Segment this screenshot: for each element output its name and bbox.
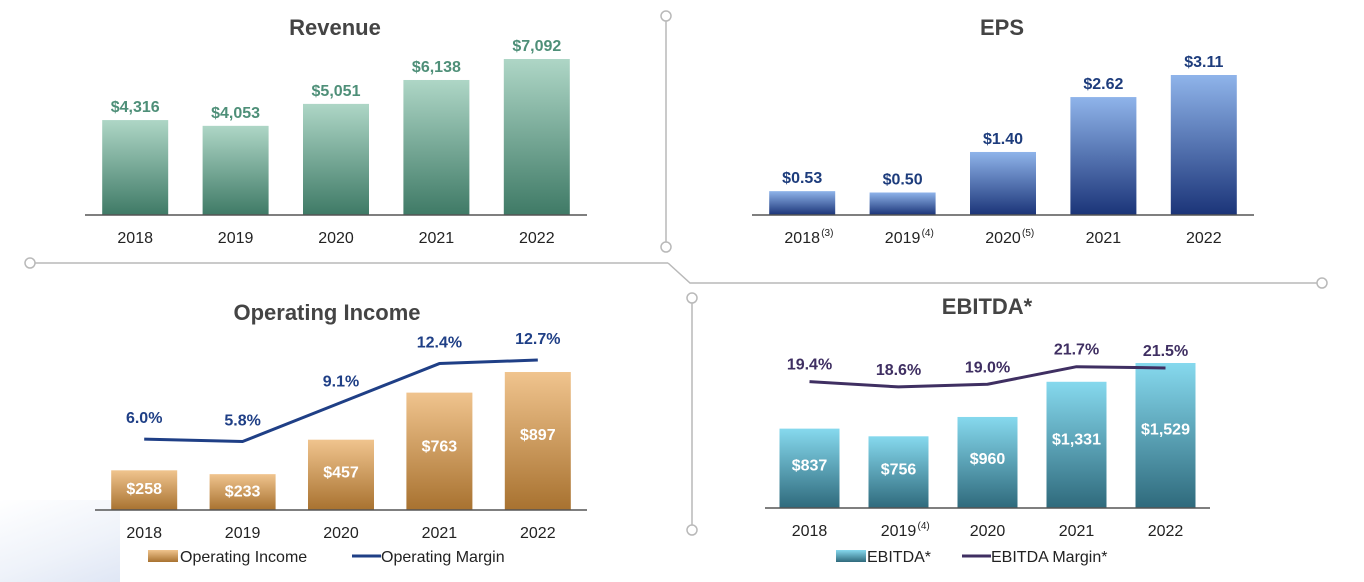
- eps-bar: [970, 151, 1036, 215]
- operating-income-bar: [406, 392, 473, 510]
- ebitda-bar-label: $1,331: [1052, 432, 1101, 449]
- revenue-bar: [202, 125, 269, 215]
- ebitda-chart-title: EBITDA*: [942, 294, 1033, 319]
- ebitda-category-label: 2022: [1148, 523, 1184, 540]
- operating-margin-line: [144, 358, 538, 443]
- revenue-chart-title: Revenue: [289, 15, 381, 40]
- ebitda-bar-label: $756: [881, 462, 917, 479]
- operating-income-bar: [504, 372, 571, 510]
- eps-category-label: 2022: [1186, 230, 1222, 247]
- ebitda-margin-point-label: 18.6%: [876, 362, 921, 379]
- revenue-bar: [403, 79, 470, 215]
- eps-bar: [1070, 97, 1137, 215]
- operating-income-bar: [209, 474, 276, 510]
- legend-swatch-operating-income: [148, 550, 178, 562]
- ebitda-category-label: 2020: [970, 523, 1006, 540]
- operating-income-category-label: 2020: [323, 525, 359, 542]
- revenue-bar-label: $6,138: [412, 59, 461, 76]
- revenue-category-label: 2018: [117, 230, 153, 247]
- revenue-bar-label: $5,051: [312, 83, 361, 100]
- ebitda-margin-point-label: 19.4%: [787, 357, 832, 374]
- operating-margin-point-label: 12.4%: [417, 335, 462, 352]
- ebitda-footnote-marker: (4): [918, 521, 930, 532]
- operating-income-bar: [111, 470, 178, 510]
- ebitda-bar: [1046, 381, 1107, 508]
- eps-bar: [869, 192, 936, 215]
- revenue-bar-label: $4,053: [211, 105, 260, 122]
- operating-income-bar-label: $457: [323, 464, 359, 481]
- operating-income-bar-label: $897: [520, 427, 556, 444]
- legend-label-ebitda: EBITDA*: [867, 549, 931, 566]
- revenue-bar: [503, 59, 570, 215]
- operating-income-legend: Operating Income Operating Margin: [148, 549, 505, 566]
- ebitda-bar-label: $837: [792, 457, 828, 474]
- eps-footnote-marker: (4): [922, 228, 934, 239]
- ebitda-margin-point-label: 21.7%: [1054, 342, 1099, 359]
- eps-bar-label: $0.53: [782, 170, 822, 187]
- eps-category-label: 2020: [985, 230, 1021, 247]
- revenue-bar: [303, 103, 369, 215]
- eps-chart-title: EPS: [980, 15, 1024, 40]
- background-accent: [0, 500, 120, 582]
- operating-margin-point-label: 6.0%: [126, 410, 162, 427]
- operating-income-bar-label: $233: [225, 483, 261, 500]
- ebitda-bar-label: $1,529: [1141, 421, 1190, 438]
- eps-bar: [769, 191, 836, 215]
- operating-income-bar-label: $258: [126, 481, 162, 498]
- legend-swatch-ebitda: [836, 550, 866, 562]
- revenue-category-label: 2019: [218, 230, 254, 247]
- ebitda-bar: [1135, 363, 1196, 508]
- operating-margin-point-label: 9.1%: [323, 374, 359, 391]
- ebitda-bar: [779, 428, 840, 508]
- ebitda-category-label: 2021: [1059, 523, 1095, 540]
- ebitda-margin-point-label: 21.5%: [1143, 343, 1188, 360]
- eps-chart: $0.53 2018 (3) $0.50 2019 (4) $1.40 2020 (5) $2.6…: [752, 54, 1254, 247]
- ebitda-category-label: 2018: [792, 523, 828, 540]
- eps-bar-label: $2.62: [1083, 76, 1123, 93]
- ebitda-margin-point-label: 19.0%: [965, 359, 1010, 376]
- eps-bar-label: $3.11: [1184, 54, 1223, 71]
- ebitda-margin-line: [809, 365, 1166, 389]
- ebitda-bar: [868, 436, 929, 508]
- operating-income-category-label: 2018: [126, 525, 162, 542]
- revenue-chart: $4,316 2018 $4,053 2019 $5,051 2020 $6,138 2021…: [85, 38, 587, 247]
- revenue-category-label: 2022: [519, 230, 555, 247]
- ebitda-category-label: 2019: [881, 523, 917, 540]
- operating-income-category-label: 2019: [225, 525, 261, 542]
- eps-category-label: 2019: [885, 230, 921, 247]
- legend-label-operating-income: Operating Income: [180, 549, 307, 566]
- panel-dividers: [24, 10, 1328, 536]
- eps-bar-label: $1.40: [983, 131, 1023, 148]
- revenue-bar-label: $7,092: [512, 38, 561, 55]
- operating-income-bar: [308, 439, 374, 510]
- eps-category-label: 2018: [784, 230, 820, 247]
- legend-label-operating-margin: Operating Margin: [381, 549, 505, 566]
- revenue-category-label: 2021: [419, 230, 455, 247]
- revenue-category-label: 2020: [318, 230, 354, 247]
- eps-bar: [1170, 75, 1237, 215]
- operating-income-chart: $258 2018 $233 2019 $457 2020 $763 2021 $897 2022…: [95, 331, 587, 542]
- operating-margin-point-label: 12.7%: [515, 331, 560, 348]
- eps-bar-label: $0.50: [883, 171, 923, 188]
- revenue-bar-label: $4,316: [111, 99, 160, 116]
- ebitda-chart: $837 2018 $756 2019 (4) $960 2020 $1,331 2021 $1,…: [765, 342, 1210, 540]
- ebitda-bar: [957, 416, 1018, 508]
- revenue-bar: [102, 120, 169, 215]
- operating-income-category-label: 2021: [422, 525, 458, 542]
- eps-category-label: 2021: [1086, 230, 1122, 247]
- operating-margin-point-label: 5.8%: [224, 412, 260, 429]
- operating-income-category-label: 2022: [520, 525, 556, 542]
- ebitda-bar-label: $960: [970, 451, 1006, 468]
- legend-label-ebitda-margin: EBITDA Margin*: [991, 549, 1107, 566]
- operating-income-bar-label: $763: [422, 438, 458, 455]
- ebitda-legend: EBITDA* EBITDA Margin*: [836, 549, 1107, 566]
- operating-income-chart-title: Operating Income: [233, 300, 420, 325]
- eps-footnote-marker: (5): [1022, 228, 1034, 239]
- eps-footnote-marker: (3): [821, 228, 833, 239]
